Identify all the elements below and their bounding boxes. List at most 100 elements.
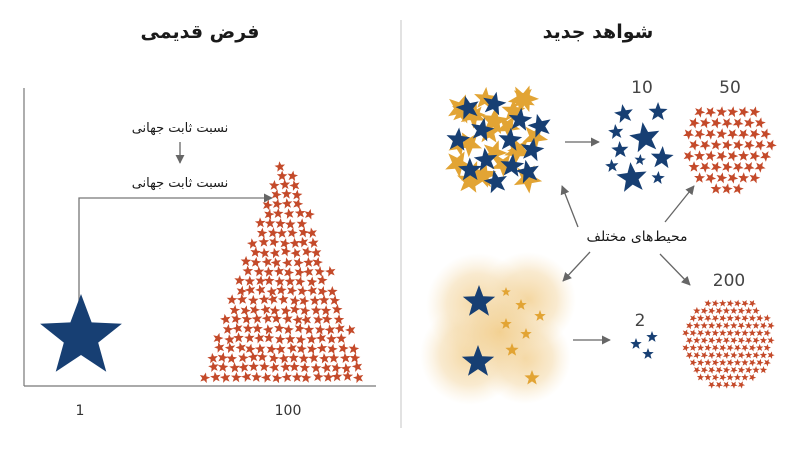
star-icon — [732, 117, 744, 129]
star-icon — [224, 334, 235, 345]
star-icon — [733, 139, 744, 151]
star-icon — [741, 344, 749, 352]
star-icon — [276, 170, 288, 181]
star-icon — [527, 113, 551, 138]
star-icon — [293, 257, 304, 269]
star-icon — [689, 314, 697, 322]
star-icon — [605, 159, 619, 173]
star-icon — [333, 314, 345, 325]
star-icon — [334, 323, 345, 334]
star-icon — [611, 141, 629, 158]
arrow-to-200 — [659, 253, 691, 286]
star-icon — [744, 321, 753, 329]
hazy-environment — [420, 252, 576, 405]
star-icon — [326, 333, 337, 344]
star-icon — [756, 329, 764, 337]
star-icon — [299, 295, 310, 307]
star-icon — [749, 150, 761, 162]
star-icon — [756, 314, 764, 322]
star-icon — [760, 151, 772, 162]
constant-ratio-label-bottom: نسبت ثابت جهانی — [132, 176, 229, 191]
star-icon — [306, 285, 318, 296]
single-navy-star — [40, 294, 122, 372]
star-icon — [236, 294, 248, 305]
star-icon — [324, 324, 336, 335]
star-icon — [630, 338, 642, 349]
star-icon — [247, 294, 259, 306]
old-hypothesis-title: فرض قدیمی — [141, 21, 260, 43]
star-icon — [708, 366, 716, 374]
ratio-arrow — [78, 193, 273, 308]
star-icon — [326, 286, 338, 297]
star-icon — [340, 362, 352, 374]
star-icon — [257, 351, 268, 362]
star-icon — [289, 180, 300, 191]
star-icon — [335, 332, 347, 344]
star-icon — [715, 366, 723, 374]
old-hypothesis-panel: فرض قدیمی نسبت ثابت جهانی نسبت ثابت جهان… — [23, 21, 376, 419]
star-icon — [234, 274, 245, 286]
rust-star-cluster-200 — [682, 299, 775, 389]
star-icon — [696, 373, 705, 381]
star-icon — [752, 336, 760, 345]
star-icon — [685, 351, 694, 360]
star-icon — [693, 366, 701, 374]
star-icon — [726, 314, 734, 322]
star-icon — [634, 154, 646, 166]
star-icon — [217, 361, 229, 373]
star-icon — [759, 366, 768, 374]
star-icon — [696, 343, 705, 352]
star-icon — [694, 128, 706, 140]
star-icon — [704, 314, 712, 323]
star-icon — [308, 237, 319, 249]
star-icon — [716, 172, 728, 184]
star-icon — [689, 329, 697, 337]
star-icon — [258, 236, 270, 247]
star-icon — [708, 307, 716, 315]
star-icon — [282, 313, 293, 324]
star-icon — [507, 86, 535, 114]
star-icon — [515, 159, 539, 184]
star-icon — [730, 336, 738, 345]
star-icon — [741, 373, 749, 381]
star-icon — [715, 351, 723, 359]
star-icon — [738, 172, 750, 183]
star-icon — [260, 304, 271, 315]
star-icon — [520, 137, 545, 162]
star-icon — [704, 329, 712, 337]
different-environments-label: محیط‌های مختلف — [587, 229, 688, 245]
count-200: 200 — [713, 271, 745, 291]
star-icon — [261, 313, 273, 324]
star-icon — [271, 313, 283, 324]
star-icon — [458, 157, 482, 181]
star-icon — [723, 322, 731, 330]
star-icon — [522, 125, 549, 151]
star-icon — [705, 150, 717, 162]
star-icon — [741, 329, 749, 337]
star-icon — [708, 336, 716, 345]
star-icon — [699, 162, 711, 173]
star-icon — [741, 314, 749, 323]
star-icon — [254, 217, 266, 228]
star-icon — [651, 171, 665, 184]
star-icon — [715, 307, 723, 315]
star-icon — [629, 122, 660, 153]
star-icon — [235, 342, 246, 353]
star-icon — [462, 105, 486, 129]
star-icon — [765, 139, 777, 151]
star-icon — [269, 179, 280, 191]
star-icon — [755, 343, 764, 351]
star-icon — [767, 336, 775, 344]
star-icon — [275, 218, 286, 229]
star-icon — [214, 342, 225, 353]
star-icon — [696, 329, 705, 337]
star-icon — [712, 358, 720, 367]
star-icon — [738, 150, 750, 161]
star-icon — [733, 358, 742, 366]
star-icon — [741, 358, 749, 366]
star-icon — [287, 227, 298, 239]
star-icon — [711, 117, 722, 129]
star-icon — [682, 329, 690, 337]
star-icon — [748, 373, 757, 382]
star-icon — [704, 344, 712, 352]
